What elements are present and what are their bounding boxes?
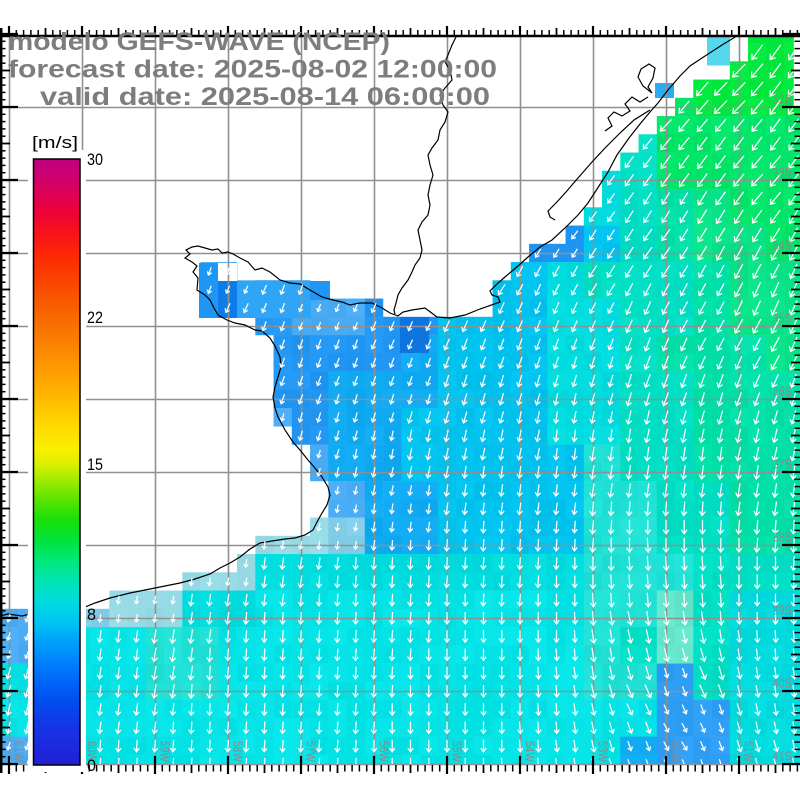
svg-text:54W: 54W — [523, 741, 537, 762]
svg-text:57W: 57W — [304, 741, 318, 762]
svg-text:8: 8 — [87, 605, 96, 624]
svg-text:56W: 56W — [377, 741, 391, 762]
svg-text:38S: 38S — [773, 531, 793, 545]
svg-text:33S: 33S — [773, 166, 793, 180]
svg-text:22: 22 — [87, 308, 103, 327]
svg-text:40S: 40S — [773, 677, 793, 691]
svg-text:60W: 60W — [85, 741, 99, 762]
svg-text:52W: 52W — [669, 741, 683, 762]
svg-text:58W: 58W — [231, 741, 245, 762]
svg-text:59W: 59W — [158, 741, 172, 762]
svg-text:39S: 39S — [773, 604, 793, 618]
svg-text:15: 15 — [87, 455, 103, 474]
svg-text:valid date: 2025-08-14 06:00:0: valid date: 2025-08-14 06:00:00 — [40, 83, 490, 111]
svg-text:modelo GEFS-WAVE (NCEP): modelo GEFS-WAVE (NCEP) — [8, 28, 390, 56]
svg-text:forecast date: 2025-08-02 12:0: forecast date: 2025-08-02 12:00:00 — [8, 56, 497, 84]
svg-text:61W: 61W — [12, 741, 26, 762]
svg-text:32S: 32S — [773, 93, 793, 107]
svg-text:41S: 41S — [773, 750, 793, 764]
svg-text:55W: 55W — [450, 741, 464, 762]
svg-text:53W: 53W — [596, 741, 610, 762]
svg-text:35S: 35S — [773, 312, 793, 326]
svg-text:51W: 51W — [742, 741, 756, 762]
svg-text:[m/s]: [m/s] — [32, 133, 78, 152]
svg-text:30: 30 — [87, 150, 103, 169]
svg-text:34S: 34S — [773, 239, 793, 253]
svg-text:36S: 36S — [773, 385, 793, 399]
svg-text:0: 0 — [87, 756, 96, 775]
svg-text:37S: 37S — [773, 458, 793, 472]
